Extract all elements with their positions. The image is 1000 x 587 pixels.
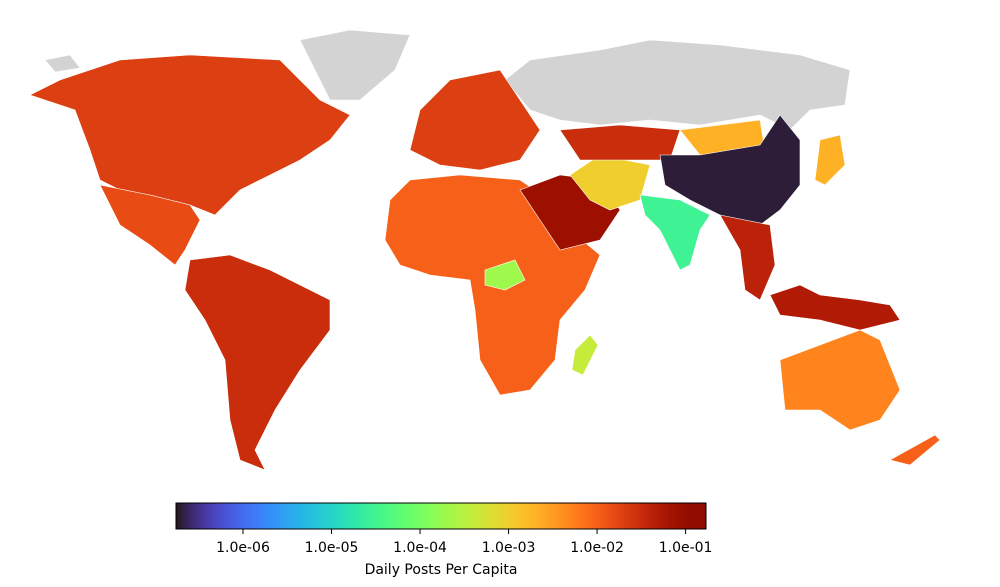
region: [639, 194, 711, 271]
region: [659, 114, 801, 226]
region: [29, 54, 351, 216]
no-data-region: [504, 39, 851, 131]
no-data-region: [299, 29, 411, 101]
colorbar-tick-label: 1.0e-04: [393, 540, 447, 556]
colorbar-tick-label: 1.0e-02: [570, 540, 624, 556]
colorbar-tick-label: 1.0e-05: [305, 540, 359, 556]
region: [484, 259, 526, 291]
colorbar: [175, 502, 707, 530]
regions: [29, 54, 941, 471]
colorbar-tick-label: 1.0e-03: [482, 540, 536, 556]
colorbar-tick-label: 1.0e-06: [216, 540, 270, 556]
region: [779, 329, 901, 431]
region: [184, 254, 331, 471]
region: [409, 69, 541, 171]
colorbar-label: Daily Posts Per Capita: [365, 562, 518, 578]
region: [889, 434, 941, 466]
region: [571, 334, 599, 376]
region: [814, 134, 846, 186]
region: [769, 284, 901, 331]
colorbar-tick-label: 1.0e-01: [659, 540, 713, 556]
region: [99, 184, 201, 266]
no-data-region: [44, 54, 81, 73]
region: [719, 214, 776, 301]
